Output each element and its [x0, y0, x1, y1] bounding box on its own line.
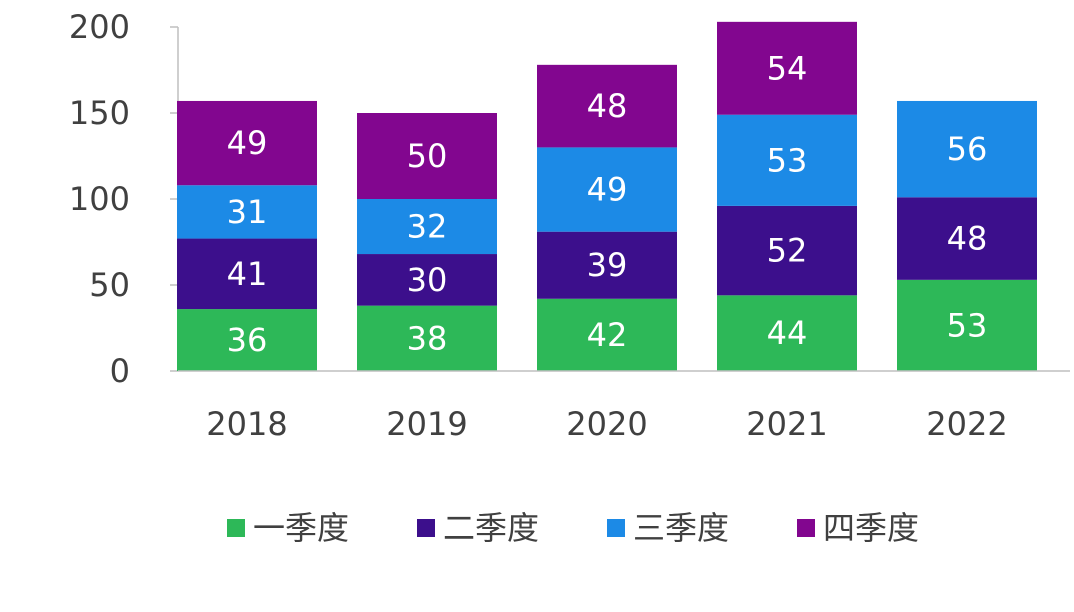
bar-segment [717, 205, 857, 296]
bar-segment [717, 114, 857, 206]
bar-segment [897, 100, 1037, 198]
bar-data-label: 48 [587, 87, 628, 125]
bar-data-label: 42 [587, 316, 628, 354]
legend-swatch [607, 519, 625, 537]
legend: 一季度 二季度 三季度 四季度 [227, 509, 919, 547]
bar-data-label: 44 [767, 314, 808, 352]
bar-data-label: 32 [407, 208, 448, 246]
x-tick-label: 2022 [926, 405, 1007, 443]
bar-data-label: 41 [227, 255, 268, 293]
bar-segment [357, 113, 497, 199]
bar-segment [717, 21, 857, 115]
x-tick-label: 2018 [206, 405, 287, 443]
bar-segment [177, 100, 317, 186]
bar-data-label: 30 [407, 261, 448, 299]
bar-data-label: 53 [767, 141, 808, 179]
bar-area: 36 41 31 49 38 30 32 50 42 39 49 48 44 52 53 54 53 48 56 [177, 21, 1037, 371]
bar-data-label: 53 [947, 306, 988, 344]
x-axis: 2018 2019 2020 2021 2022 [178, 370, 1070, 443]
legend-swatch [417, 519, 435, 537]
bar-segment [537, 64, 677, 148]
bar-data-label: 52 [767, 232, 808, 270]
bar-segment [177, 185, 317, 239]
bar-data-label: 50 [407, 137, 448, 175]
legend-swatch [797, 519, 815, 537]
bar-data-label: 31 [227, 193, 268, 231]
bar-data-label: 36 [227, 321, 268, 359]
bar-segment [357, 254, 497, 306]
bar-data-label: 48 [947, 220, 988, 258]
legend-label: 三季度 [633, 509, 729, 547]
bar-segment [177, 309, 317, 371]
legend-label: 四季度 [823, 509, 919, 547]
y-tick-label: 0 [110, 352, 130, 390]
bar-data-label: 39 [587, 246, 628, 284]
y-tick-label: 50 [89, 266, 130, 304]
bar-data-label: 49 [587, 171, 628, 209]
y-axis: 0 50 100 150 200 [69, 8, 179, 390]
bar-segment [357, 199, 497, 255]
bar-segment [897, 279, 1037, 371]
bar-segment [357, 305, 497, 371]
y-tick-label: 150 [69, 94, 130, 132]
bar-segment [177, 238, 317, 310]
bar-segment [717, 295, 857, 371]
bar-segment [537, 231, 677, 299]
legend-swatch [227, 519, 245, 537]
bar-segment [537, 298, 677, 371]
bar-segment [537, 147, 677, 232]
legend-label: 二季度 [443, 509, 539, 547]
x-tick-label: 2020 [566, 405, 647, 443]
bar-data-label: 54 [767, 49, 808, 87]
bar-data-label: 49 [227, 124, 268, 162]
legend-label: 一季度 [253, 509, 349, 547]
bar-segment [897, 197, 1037, 280]
bar-data-label: 38 [407, 319, 448, 357]
bar-data-label: 56 [947, 130, 988, 168]
y-tick-label: 100 [69, 180, 130, 218]
y-tick-label: 200 [69, 8, 130, 46]
x-tick-label: 2021 [746, 405, 827, 443]
x-tick-label: 2019 [386, 405, 467, 443]
